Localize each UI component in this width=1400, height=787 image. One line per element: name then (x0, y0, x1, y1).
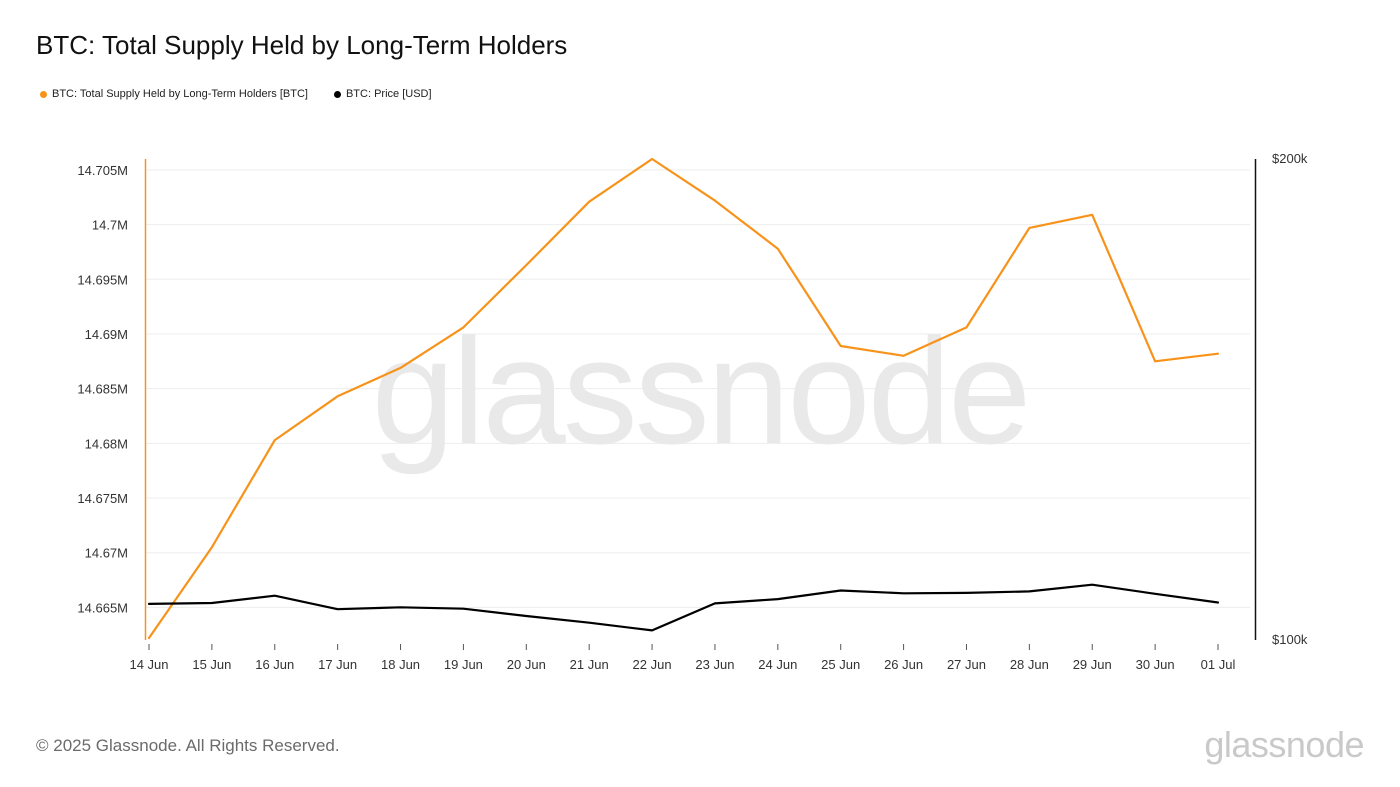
legend-item-supply[interactable]: BTC: Total Supply Held by Long-Term Hold… (40, 88, 308, 100)
y-right-tick-label: $100k (1272, 632, 1308, 647)
x-tick-label: 19 Jun (444, 657, 483, 672)
y-left-tick-label: 14.705M (77, 163, 128, 178)
x-tick-label: 28 Jun (1010, 657, 1049, 672)
x-tick-label: 22 Jun (633, 657, 672, 672)
y-left-tick-label: 14.68M (85, 436, 128, 451)
y-left-tick-label: 14.695M (77, 272, 128, 287)
left-axis-ticks: 14.665M 14.67M 14.675M 14.68M 14.685M 14.69M 1… (77, 163, 128, 615)
legend-dot-supply (40, 90, 47, 98)
legend-dot-price (333, 90, 341, 98)
copyright-footer: © 2025 Glassnode. All Rights Reserved. (36, 736, 340, 755)
legend-label-price: BTC: Price [USD] (345, 88, 432, 100)
x-tick-label: 25 Jun (821, 657, 860, 672)
y-right-tick-label: $200k (1272, 151, 1308, 166)
x-tick-label: 14 Jun (129, 657, 168, 672)
grid-lines (145, 169, 1250, 608)
chart-title: BTC: Total Supply Held by Long-Term Hold… (36, 30, 568, 60)
series-line-supply (147, 157, 1220, 640)
x-tick-label: 20 Jun (507, 657, 546, 672)
x-tick-label: 24 Jun (758, 657, 797, 672)
series-layer (147, 157, 1220, 640)
x-tick-label: 30 Jun (1136, 657, 1175, 672)
legend: BTC: Total Supply Held by Long-Term Hold… (40, 88, 458, 100)
x-tick-label: 21 Jun (570, 657, 609, 672)
x-tick-label: 26 Jun (884, 657, 923, 672)
x-tick-label: 29 Jun (1073, 657, 1112, 672)
legend-label-supply: BTC: Total Supply Held by Long-Term Hold… (52, 88, 308, 100)
x-axis-ticks: 14 Jun 15 Jun 16 Jun 17 Jun 18 Jun 19 Jun 20 J… (129, 644, 1235, 672)
y-left-tick-label: 14.665M (77, 600, 128, 615)
y-left-tick-label: 14.67M (85, 546, 128, 561)
watermark: glassnode (372, 307, 1029, 475)
series-line-price (147, 583, 1220, 632)
x-tick-label: 01 Jul (1201, 657, 1236, 672)
x-tick-label: 27 Jun (947, 657, 986, 672)
brand-logo: glassnode (1204, 724, 1364, 765)
x-tick-label: 15 Jun (192, 657, 231, 672)
legend-item-price[interactable]: BTC: Price [USD] (333, 88, 432, 100)
right-axis-ticks: $100k $200k (1272, 151, 1308, 647)
x-tick-label: 17 Jun (318, 657, 357, 672)
x-tick-label: 23 Jun (695, 657, 734, 672)
y-left-tick-label: 14.685M (77, 382, 128, 397)
y-left-tick-label: 14.7M (92, 218, 128, 233)
y-left-tick-label: 14.69M (85, 327, 128, 342)
y-left-tick-label: 14.675M (77, 491, 128, 506)
x-tick-label: 16 Jun (255, 657, 294, 672)
x-tick-label: 18 Jun (381, 657, 420, 672)
